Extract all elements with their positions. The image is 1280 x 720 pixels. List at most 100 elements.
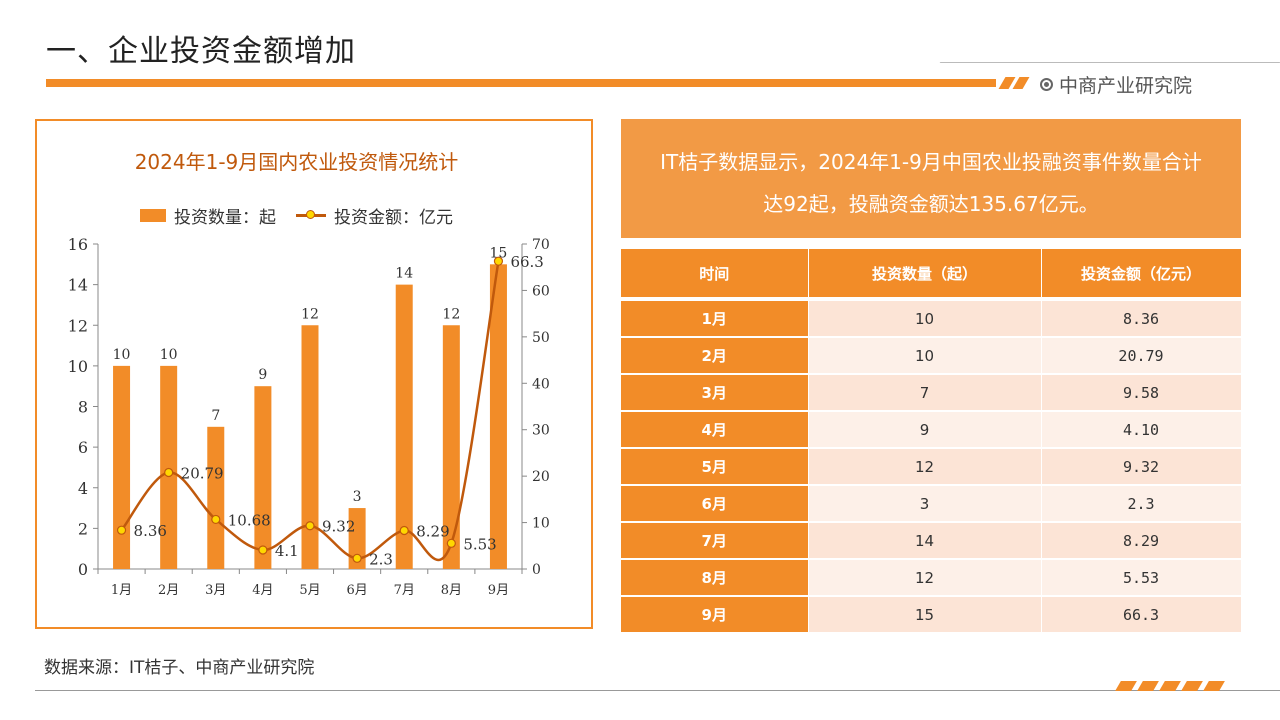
bar — [489, 264, 507, 569]
chart-title: 2024年1-9月国内农业投资情况统计 — [134, 150, 459, 174]
line-data-label: 2.3 — [369, 550, 393, 568]
table-header-time: 时间 — [621, 249, 809, 301]
table-cell-month: 9月 — [621, 596, 809, 634]
source-note: 数据来源：IT桔子、中商产业研究院 — [44, 658, 315, 678]
table-row: 8月 12 5.53 — [621, 559, 1242, 597]
table-cell-amount: 66.3 — [1041, 596, 1242, 634]
summary-text: IT桔子数据显示，2024年1-9月中国农业投融资事件数量合计达92起，投融资金… — [660, 150, 1202, 216]
bar-data-label: 12 — [442, 306, 460, 322]
line-point — [258, 545, 268, 555]
bar — [348, 508, 366, 569]
table-cell-month: 6月 — [621, 485, 809, 523]
bar-data-label: 7 — [211, 408, 220, 424]
line-point — [352, 553, 362, 563]
legend-bar-label: 投资数量：起 — [174, 208, 276, 228]
table-cell-amount: 5.53 — [1041, 559, 1242, 597]
table-cell-count: 9 — [808, 411, 1042, 449]
table-cell-month: 3月 — [621, 374, 809, 412]
bar — [113, 365, 131, 569]
y-left-tick-label: 2 — [78, 519, 88, 538]
table-cell-count: 10 — [808, 299, 1042, 338]
bar — [442, 325, 460, 569]
y-right-tick-label: 60 — [532, 283, 550, 299]
table-row: 9月 15 66.3 — [621, 596, 1242, 634]
table-cell-amount: 20.79 — [1041, 337, 1242, 375]
table-row: 2月 10 20.79 — [621, 337, 1242, 375]
y-right-tick-label: 10 — [532, 516, 550, 532]
x-tick-label: 2月 — [158, 583, 179, 598]
table-cell-amount: 2.3 — [1041, 485, 1242, 523]
y-left-tick-label: 0 — [78, 560, 88, 579]
table-row: 6月 3 2.3 — [621, 485, 1242, 523]
line-point — [493, 256, 504, 266]
bar-data-label: 12 — [301, 306, 319, 322]
y-left-tick-label: 8 — [78, 398, 88, 417]
y-left-tick-label: 4 — [78, 479, 88, 498]
line-data-label: 20.79 — [181, 464, 224, 482]
line-data-label: 9.32 — [322, 518, 355, 536]
table-row: 1月 10 8.36 — [621, 299, 1242, 338]
x-tick-label: 5月 — [299, 583, 320, 598]
brand: 中商产业研究院 — [1040, 71, 1192, 98]
table-cell-month: 2月 — [621, 337, 809, 375]
table-cell-count: 10 — [808, 337, 1042, 375]
table-cell-count: 15 — [808, 596, 1042, 634]
x-tick-label: 9月 — [488, 583, 509, 598]
table-cell-month: 8月 — [621, 559, 809, 597]
page-title: 一、企业投资金额增加 — [46, 34, 356, 69]
bar-data-label: 3 — [353, 489, 362, 505]
y-left-tick-label: 16 — [68, 235, 88, 254]
y-left-tick-label: 12 — [68, 316, 88, 335]
line-point — [305, 521, 315, 531]
legend-bar-swatch — [140, 209, 166, 222]
table-row: 3月 7 9.58 — [621, 374, 1242, 412]
title-underline — [46, 79, 996, 87]
x-tick-label: 4月 — [252, 583, 273, 598]
table-row: 4月 9 4.10 — [621, 411, 1242, 449]
bar — [301, 325, 319, 569]
bar-data-label: 14 — [395, 266, 413, 282]
table-cell-month: 1月 — [621, 299, 809, 338]
chart-svg: 0 2 4 6 8 10 12 14 16 0 10 20 30 40 50 60 70 10 10 7 9 12 3 14 1… — [68, 235, 550, 598]
legend-line-swatch — [296, 210, 326, 219]
x-tick-label: 6月 — [346, 583, 367, 598]
title-divider-line — [939, 62, 1280, 63]
bar-data-label: 15 — [490, 245, 508, 261]
y-left-tick-label: 14 — [68, 276, 88, 295]
table-cell-month: 7月 — [621, 522, 809, 560]
line-data-label: 8.36 — [134, 522, 167, 540]
table-cell-month: 5月 — [621, 448, 809, 486]
table-cell-count: 12 — [808, 559, 1042, 597]
target-icon — [1040, 78, 1053, 91]
line-point — [164, 467, 174, 478]
y-right-tick-label: 70 — [532, 237, 550, 253]
y-left-tick-label: 6 — [78, 438, 88, 457]
line-data-label: 8.29 — [416, 523, 449, 541]
y-left-tick-label: 10 — [68, 357, 88, 376]
x-tick-label: 8月 — [441, 583, 462, 598]
summary-callout: IT桔子数据显示，2024年1-9月中国农业投融资事件数量合计达92起，投融资金… — [621, 119, 1241, 238]
brand-name: 中商产业研究院 — [1059, 75, 1193, 97]
y-right-tick-label: 0 — [532, 562, 541, 578]
table-cell-amount: 8.36 — [1041, 299, 1242, 338]
table-cell-count: 14 — [808, 522, 1042, 560]
x-tick-label: 1月 — [111, 583, 132, 598]
data-table: 时间 投资数量（起） 投资金额（亿元） 1月 10 8.36 2月 10 20.… — [621, 249, 1242, 634]
bar — [395, 284, 413, 569]
table-cell-count: 12 — [808, 448, 1042, 486]
line-point — [211, 514, 221, 525]
table-cell-amount: 9.32 — [1041, 448, 1242, 486]
y-right-tick-label: 20 — [532, 469, 550, 485]
table-cell-month: 4月 — [621, 411, 809, 449]
y-right-tick-label: 30 — [532, 423, 550, 439]
table-cell-amount: 8.29 — [1041, 522, 1242, 560]
line-data-label: 10.68 — [228, 511, 271, 529]
line-series-path — [120, 260, 500, 562]
table-row: 5月 12 9.32 — [621, 448, 1242, 486]
table-cell-amount: 4.10 — [1041, 411, 1242, 449]
table-header-amount: 投资金额（亿元） — [1041, 249, 1242, 301]
x-tick-label: 3月 — [205, 583, 226, 598]
table-header-row: 时间 投资数量（起） 投资金额（亿元） — [621, 249, 1242, 301]
line-point — [446, 538, 456, 548]
line-data-label: 5.53 — [463, 535, 496, 553]
